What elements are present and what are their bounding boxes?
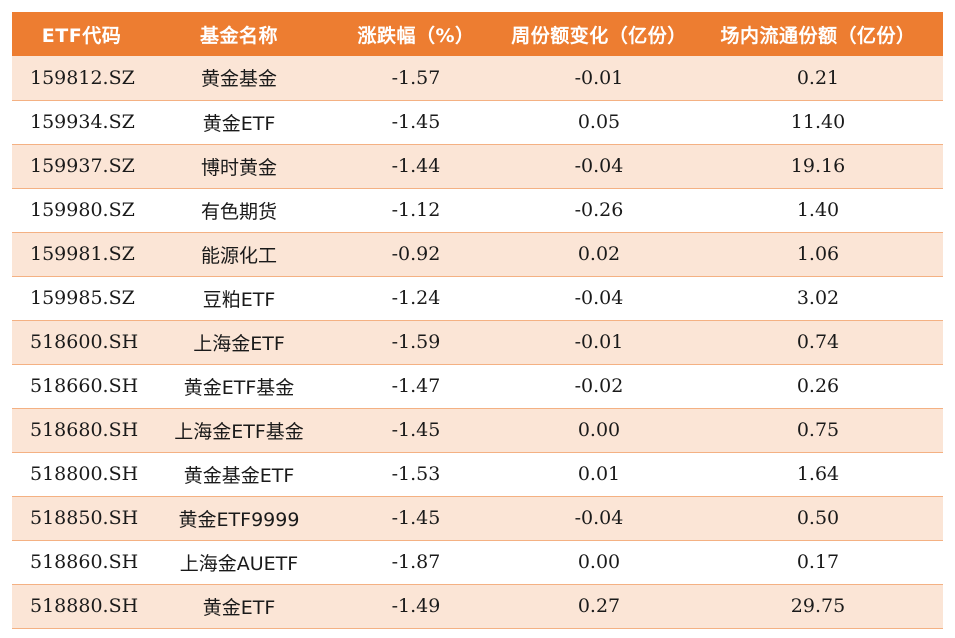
- table-row[interactable]: 159981.SZ 能源化工 -0.92 0.02 1.06: [12, 232, 943, 276]
- etf-code-cell: 159812.SZ: [30, 66, 135, 89]
- table-row[interactable]: 159934.SZ 黄金ETF -1.45 0.05 11.40: [12, 100, 943, 144]
- weekly-share-change-cell: 0.00: [577, 419, 621, 441]
- etf-code-cell: 518660.SH: [30, 375, 139, 397]
- weekly-share-change-cell: 0.27: [577, 595, 621, 617]
- etf-table: ETF代码 基金名称 涨跌幅（%） 周份额变化（亿份） 场内流通份额（亿份） 1…: [12, 12, 943, 629]
- floating-shares-cell: 11.40: [790, 111, 846, 133]
- floating-shares-cell: 0.50: [796, 507, 840, 529]
- floating-shares-cell: 0.21: [796, 66, 840, 89]
- etf-code-cell: 159981.SZ: [30, 243, 135, 265]
- header-floating-shares[interactable]: 场内流通份额（亿份）: [720, 24, 916, 47]
- table-row[interactable]: 518800.SH 黄金基金ETF -1.53 0.01 1.64: [12, 452, 943, 496]
- table-row[interactable]: 159812.SZ 黄金基金 -1.57 -0.01 0.21: [12, 56, 943, 100]
- header-row: ETF代码 基金名称 涨跌幅（%） 周份额变化（亿份） 场内流通份额（亿份）: [12, 12, 943, 56]
- weekly-share-change-cell: 0.01: [577, 463, 621, 485]
- floating-shares-cell: 1.64: [796, 463, 840, 485]
- etf-code-cell: 518800.SH: [30, 463, 139, 485]
- change-pct-cell: -0.92: [391, 243, 441, 265]
- etf-code-cell: 518600.SH: [30, 331, 139, 353]
- weekly-share-change-cell: -0.01: [574, 331, 624, 353]
- floating-shares-cell: 3.02: [796, 287, 840, 309]
- table-row[interactable]: 518680.SH 上海金ETF基金 -1.45 0.00 0.75: [12, 408, 943, 452]
- table-row[interactable]: 159937.SZ 博时黄金 -1.44 -0.04 19.16: [12, 144, 943, 188]
- etf-code-cell: 518680.SH: [30, 419, 139, 441]
- change-pct-cell: -1.45: [391, 507, 441, 529]
- change-pct-cell: -1.12: [391, 199, 441, 221]
- weekly-share-change-cell: -0.04: [574, 155, 624, 177]
- table-row[interactable]: 518880.SH 黄金ETF -1.49 0.27 29.75: [12, 584, 943, 628]
- weekly-share-change-cell: 0.00: [577, 551, 621, 573]
- fund-name-cell: 能源化工: [200, 244, 277, 267]
- change-pct-cell: -1.59: [391, 331, 441, 353]
- change-pct-cell: -1.24: [391, 287, 441, 309]
- etf-code-cell: 518880.SH: [30, 595, 139, 617]
- floating-shares-cell: 1.40: [796, 199, 840, 221]
- change-pct-cell: -1.53: [391, 463, 441, 485]
- floating-shares-cell: 0.75: [796, 419, 840, 441]
- change-pct-cell: -1.87: [391, 551, 441, 573]
- change-pct-cell: -1.47: [391, 375, 441, 397]
- table-row[interactable]: 159985.SZ 豆粕ETF -1.24 -0.04 3.02: [12, 276, 943, 320]
- change-pct-cell: -1.45: [391, 111, 441, 133]
- table-row[interactable]: 518850.SH 黄金ETF9999 -1.45 -0.04 0.50: [12, 496, 943, 540]
- change-pct-cell: -1.49: [391, 595, 441, 617]
- header-weekly-share-change[interactable]: 周份额变化（亿份）: [511, 24, 687, 47]
- change-pct-cell: -1.44: [391, 155, 441, 177]
- table-row[interactable]: 518860.SH 上海金AUETF -1.87 0.00 0.17: [12, 540, 943, 584]
- floating-shares-cell: 0.26: [796, 375, 840, 397]
- floating-shares-cell: 1.06: [796, 243, 840, 265]
- fund-name-cell: 豆粕ETF: [202, 288, 276, 311]
- fund-name-cell: 上海金AUETF: [179, 552, 299, 575]
- header-fund-name[interactable]: 基金名称: [199, 24, 278, 47]
- header-etf-code[interactable]: ETF代码: [41, 24, 122, 47]
- fund-name-cell: 黄金ETF基金: [183, 376, 295, 399]
- weekly-share-change-cell: 0.02: [577, 243, 621, 265]
- etf-code-cell: 518860.SH: [30, 551, 139, 573]
- fund-name-cell: 有色期货: [200, 200, 277, 223]
- floating-shares-cell: 0.74: [796, 331, 840, 353]
- weekly-share-change-cell: -0.04: [574, 287, 624, 309]
- etf-code-cell: 159934.SZ: [30, 111, 135, 133]
- fund-name-cell: 黄金ETF: [202, 112, 276, 135]
- fund-name-cell: 上海金ETF: [193, 332, 285, 355]
- header-change-pct[interactable]: 涨跌幅（%）: [357, 24, 475, 47]
- weekly-share-change-cell: 0.05: [577, 111, 621, 133]
- change-pct-cell: -1.45: [391, 419, 441, 441]
- fund-name-cell: 黄金基金: [200, 68, 277, 91]
- weekly-share-change-cell: -0.26: [574, 199, 624, 221]
- floating-shares-cell: 19.16: [790, 155, 846, 177]
- weekly-share-change-cell: -0.01: [574, 66, 624, 89]
- etf-code-cell: 518850.SH: [30, 507, 139, 529]
- table-row[interactable]: 518660.SH 黄金ETF基金 -1.47 -0.02 0.26: [12, 364, 943, 408]
- table-row[interactable]: 159980.SZ 有色期货 -1.12 -0.26 1.40: [12, 188, 943, 232]
- etf-table-container: ETF代码 基金名称 涨跌幅（%） 周份额变化（亿份） 场内流通份额（亿份） 1…: [12, 12, 943, 629]
- weekly-share-change-cell: -0.04: [574, 507, 624, 529]
- etf-code-cell: 159985.SZ: [30, 287, 135, 309]
- weekly-share-change-cell: -0.02: [574, 375, 624, 397]
- table-body: 159812.SZ 黄金基金 -1.57 -0.01 0.21 159934.SZ 黄金ET…: [12, 56, 943, 628]
- fund-name-cell: 黄金ETF: [202, 596, 276, 619]
- fund-name-cell: 黄金基金ETF: [183, 464, 295, 487]
- floating-shares-cell: 29.75: [790, 595, 846, 617]
- etf-code-cell: 159980.SZ: [30, 199, 135, 221]
- change-pct-cell: -1.57: [391, 66, 441, 89]
- table-row[interactable]: 518600.SH 上海金ETF -1.59 -0.01 0.74: [12, 320, 943, 364]
- fund-name-cell: 上海金ETF基金: [174, 420, 304, 443]
- table-header: ETF代码 基金名称 涨跌幅（%） 周份额变化（亿份） 场内流通份额（亿份）: [12, 12, 943, 56]
- fund-name-cell: 黄金ETF9999: [178, 508, 300, 531]
- etf-code-cell: 159937.SZ: [30, 155, 135, 177]
- fund-name-cell: 博时黄金: [200, 156, 277, 179]
- floating-shares-cell: 0.17: [796, 551, 840, 573]
